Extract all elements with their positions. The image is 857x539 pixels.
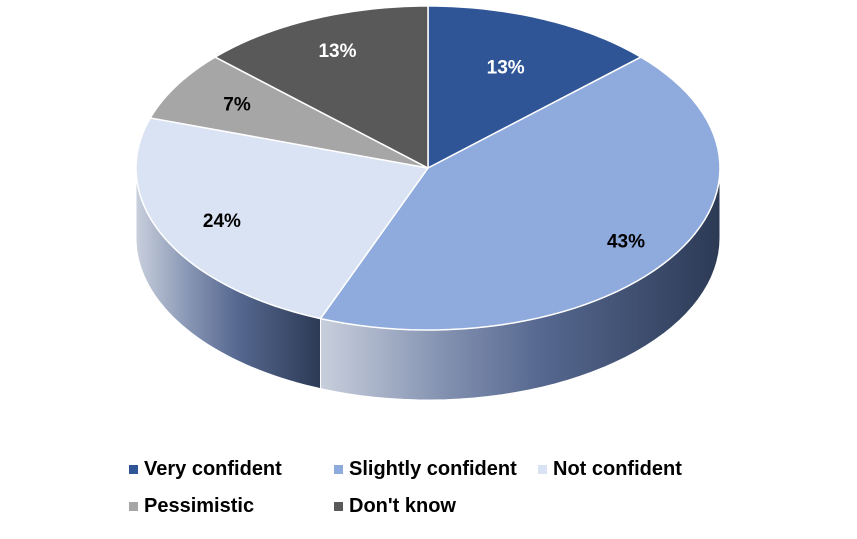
legend-label-slightly-confident: Slightly confident: [349, 458, 517, 480]
legend-swatch-very-confident: [129, 465, 138, 474]
data-label-don-t-know: 13%: [318, 41, 356, 62]
legend-swatch-slightly-confident: [334, 465, 343, 474]
pie-slices: [135, 5, 721, 331]
legend-label-dont-know: Don't know: [349, 495, 456, 517]
legend-swatch-pessimistic: [129, 502, 138, 511]
legend-label-pessimistic: Pessimistic: [144, 495, 255, 517]
data-label-very-confident: 13%: [487, 57, 525, 78]
pie-data-labels: 13% 43% 24% 7% 13%: [203, 41, 645, 253]
pie-slice-pessimistic: [149, 56, 429, 169]
legend-item-slightly-confident: Slightly confident: [334, 458, 517, 481]
pie-slice-not-confident: [135, 117, 429, 320]
pie-slice-very-confident: [427, 5, 642, 169]
legend-item-dont-know: Don't know: [334, 495, 456, 518]
pie-slice-don-t-know: [214, 5, 429, 169]
legend-swatch-dont-know: [334, 502, 343, 511]
data-label-slightly-confident: 43%: [607, 232, 645, 253]
legend-label-very-confident: Very confident: [144, 458, 282, 480]
pie-slice-slightly-confident: [319, 56, 721, 331]
legend-item-not-confident: Not confident: [538, 458, 682, 481]
data-label-not-confident: 24%: [203, 211, 241, 232]
data-label-pessimistic: 7%: [223, 94, 251, 115]
legend-item-pessimistic: Pessimistic: [129, 495, 254, 518]
legend-label-not-confident: Not confident: [553, 458, 682, 480]
legend-swatch-not-confident: [538, 465, 547, 474]
legend-item-very-confident: Very confident: [129, 458, 282, 481]
